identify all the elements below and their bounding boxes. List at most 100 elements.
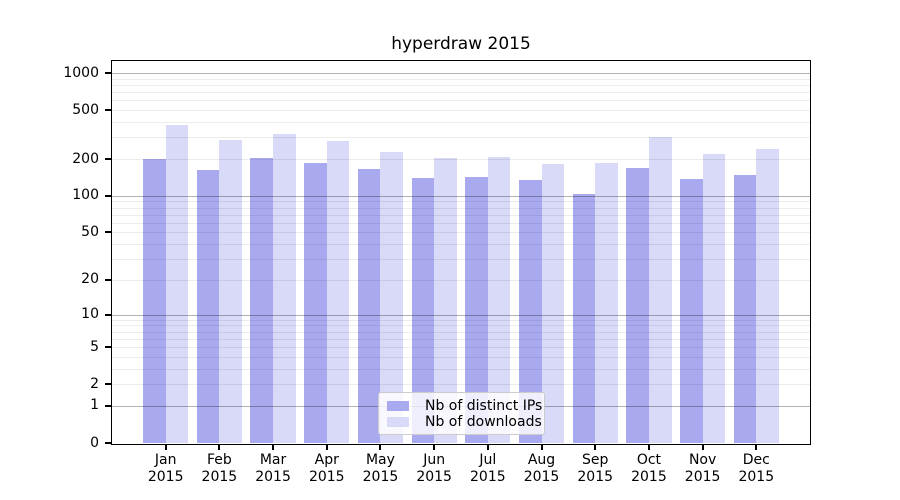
y-tick-mark-1 (105, 404, 112, 407)
bar-downloads-nov (702, 153, 726, 443)
gridline-minor-50 (112, 232, 810, 234)
gridline-minor-500 (112, 110, 810, 112)
x-tick-label-month-aug: Aug (527, 452, 556, 468)
x-tick-label-year-jun: 2015 (416, 469, 452, 485)
y-tick-label-5: 5 (90, 338, 99, 355)
y-tick-mark-0 (105, 442, 112, 444)
legend-swatch-downloads-icon (387, 417, 409, 427)
x-tick-mark-nov (701, 444, 704, 450)
bar-downloads-may (380, 151, 404, 443)
x-tick-mark-jan (164, 444, 167, 450)
y-tick-label-2: 2 (90, 375, 99, 392)
gridline-minor-20 (112, 279, 810, 281)
gridline-major-10 (112, 314, 810, 316)
bar-downloads-jun (434, 157, 457, 443)
gridline-minor-9 (112, 319, 810, 321)
bar-distinct-ips-mar (250, 157, 274, 443)
x-tick-label-month-jul: Jul (479, 452, 497, 468)
chart-title: hyperdraw 2015 (391, 34, 531, 54)
y-tick-label-1000: 1000 (63, 64, 99, 81)
y-tick-mark-200 (105, 158, 112, 161)
gridline-minor-300 (112, 137, 810, 139)
legend-label-distinct-ips: Nb of distinct IPs (425, 398, 543, 414)
bar-downloads-oct (648, 137, 672, 443)
bar-downloads-jan (165, 124, 189, 443)
x-tick-label-year-apr: 2015 (308, 469, 345, 485)
y-tick-label-1: 1 (90, 397, 99, 414)
bar-distinct-ips-apr (304, 162, 327, 443)
gridline-minor-70 (112, 214, 810, 216)
y-tick-mark-5 (105, 346, 112, 349)
x-tick-label-year-jul: 2015 (470, 469, 506, 485)
gridline-minor-30 (112, 259, 810, 261)
x-tick-mark-dec (755, 444, 758, 450)
gridline-major-100 (112, 195, 810, 197)
gridline-minor-5 (112, 347, 810, 349)
bar-distinct-ips-jul (465, 177, 488, 443)
bar-distinct-ips-aug (518, 180, 542, 443)
bar-downloads-feb (219, 140, 242, 443)
x-tick-label-month-feb: Feb (206, 452, 232, 468)
bar-distinct-ips-feb (196, 169, 220, 443)
bar-distinct-ips-jan (143, 159, 166, 443)
x-tick-label-year-sep: 2015 (577, 469, 614, 485)
bar-downloads-jul (487, 156, 511, 443)
x-tick-mark-jul (486, 444, 489, 450)
gridline-minor-80 (112, 207, 810, 209)
bar-downloads-mar (273, 133, 296, 443)
gridline-minor-2 (112, 384, 810, 386)
gridline-minor-40 (112, 244, 810, 246)
legend-swatch-distinct-ips-icon (387, 401, 409, 411)
legend-label-downloads: Nb of downloads (425, 414, 542, 430)
x-tick-label-month-may: May (365, 452, 395, 468)
x-tick-label-month-mar: Mar (259, 452, 287, 468)
y-tick-mark-2 (105, 383, 112, 386)
gridline-minor-700 (112, 92, 810, 94)
x-tick-label-year-oct: 2015 (631, 469, 667, 485)
bar-distinct-ips-oct (626, 167, 649, 443)
x-tick-label-month-oct: Oct (636, 452, 662, 468)
x-tick-label-year-dec: 2015 (738, 469, 775, 485)
gridline-minor-6 (112, 338, 810, 340)
bar-downloads-sep (595, 162, 618, 443)
x-tick-mark-apr (325, 444, 328, 450)
x-tick-mark-oct (647, 444, 650, 450)
y-tick-mark-100 (105, 194, 112, 197)
x-tick-label-year-mar: 2015 (255, 469, 291, 485)
legend-item-downloads: Nb of downloads (387, 414, 542, 430)
y-tick-label-50: 50 (81, 223, 99, 240)
x-tick-label-month-sep: Sep (582, 452, 609, 468)
x-tick-label-year-jan: 2015 (147, 469, 184, 485)
x-tick-label-month-apr: Apr (314, 452, 339, 468)
gridline-minor-400 (112, 122, 810, 124)
x-tick-label-year-nov: 2015 (684, 469, 721, 485)
x-tick-label-year-aug: 2015 (523, 469, 560, 485)
gridline-minor-200 (112, 159, 810, 161)
x-tick-label-month-jan: Jan (154, 452, 177, 468)
gridline-minor-90 (112, 201, 810, 203)
gridline-minor-7 (112, 331, 810, 333)
x-tick-mark-aug (540, 444, 543, 450)
x-tick-mark-mar (272, 444, 275, 450)
gridline-major-1000 (112, 73, 810, 75)
x-tick-label-month-nov: Nov (688, 452, 717, 468)
bar-distinct-ips-sep (572, 193, 596, 443)
legend: Nb of distinct IPs Nb of downloads (378, 392, 545, 435)
y-tick-label-10: 10 (81, 306, 99, 323)
gridline-minor-600 (112, 100, 810, 102)
y-tick-mark-10 (105, 313, 112, 316)
y-tick-mark-1000 (105, 72, 112, 75)
bar-distinct-ips-jun (411, 178, 435, 443)
bar-distinct-ips-dec (733, 175, 757, 443)
gridline-minor-3 (112, 368, 810, 370)
y-tick-label-100: 100 (72, 187, 99, 204)
bar-distinct-ips-nov (680, 178, 703, 443)
x-tick-mark-sep (594, 444, 597, 450)
bar-downloads-aug (541, 164, 565, 443)
gridline-minor-4 (112, 356, 810, 358)
y-tick-label-500: 500 (72, 101, 99, 118)
gridline-minor-900 (112, 78, 810, 80)
x-tick-mark-feb (218, 444, 221, 450)
y-tick-label-200: 200 (72, 150, 99, 167)
